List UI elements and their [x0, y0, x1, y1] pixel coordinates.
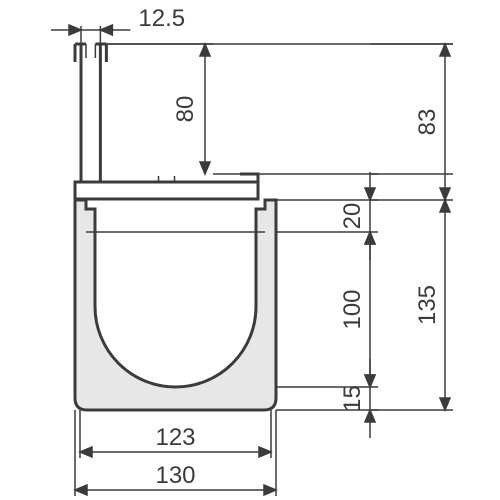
dim-80: 80	[172, 44, 210, 174]
dim-83-label: 83	[414, 109, 441, 136]
upper-frame	[75, 44, 258, 199]
dim-15: 15	[339, 359, 375, 438]
dim-80-label: 80	[172, 96, 199, 123]
dim-123: 123	[80, 424, 271, 457]
technical-drawing: 12.5 80 20 100 15 83 135 123 130	[0, 0, 500, 500]
dim-100-label: 100	[339, 289, 366, 329]
dimension-set: 12.5 80 20 100 15 83 135 123 130	[51, 5, 453, 496]
dim-135-label: 135	[414, 285, 441, 325]
dim-130-label: 130	[155, 462, 195, 489]
dim-83: 83	[414, 44, 450, 200]
dim-130: 130	[75, 462, 276, 495]
dim-12-5: 12.5	[51, 5, 185, 35]
dim-15-label: 15	[339, 385, 366, 412]
dim-123-label: 123	[155, 424, 195, 451]
dim-20-label: 20	[339, 203, 366, 230]
dim-135: 135	[414, 200, 450, 410]
dim-12-5-label: 12.5	[138, 5, 185, 32]
